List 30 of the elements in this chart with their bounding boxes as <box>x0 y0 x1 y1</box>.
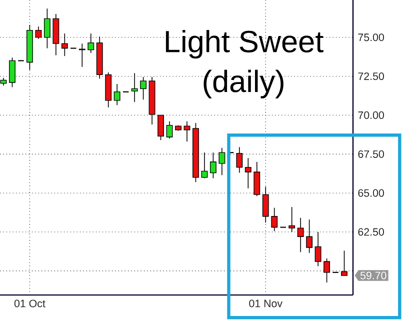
candlestick <box>166 121 173 139</box>
candlestick <box>288 206 296 232</box>
candlestick <box>306 219 313 254</box>
y-tick-label: 70.00 <box>358 111 384 119</box>
annotation: 59.70 <box>360 272 386 280</box>
candlestick <box>218 147 226 176</box>
candlestick <box>131 72 138 102</box>
candlestick <box>244 158 252 189</box>
x-tick-label: 01 Nov <box>249 300 282 308</box>
x-tick-label: 01 Oct <box>14 300 46 308</box>
candlestick <box>140 76 147 100</box>
candlestick <box>210 152 216 179</box>
y-tick-label: 75.00 <box>358 34 384 42</box>
candlestick <box>184 121 190 142</box>
candlestick <box>236 146 243 174</box>
candlestick <box>201 152 208 179</box>
candlestick <box>158 114 164 140</box>
candlestick <box>78 43 86 68</box>
y-tick-label: 67.50 <box>358 150 384 158</box>
candlestick <box>9 57 16 88</box>
candlestick <box>114 84 120 106</box>
y-tick-label: 72.50 <box>358 72 384 80</box>
candlestick <box>271 207 278 232</box>
candlestick <box>254 161 260 197</box>
candlestick <box>297 218 304 253</box>
text: Light Sweet <box>166 30 324 59</box>
y-tick-label: 62.50 <box>358 228 384 236</box>
text: (daily) <box>204 70 284 98</box>
candlestick <box>314 232 322 267</box>
y-tick-label: 65.00 <box>358 189 384 197</box>
